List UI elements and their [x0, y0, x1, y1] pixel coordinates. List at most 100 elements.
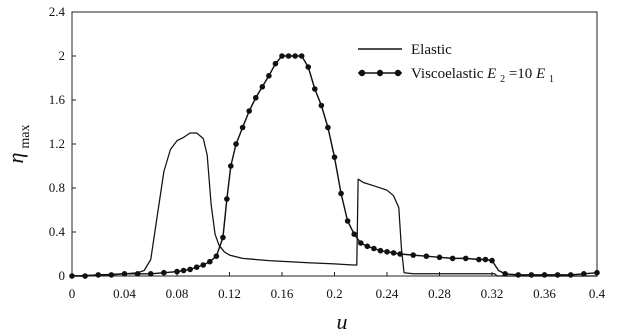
data-point-marker [515, 272, 522, 278]
x-tick-label: 0.16 [271, 286, 294, 301]
legend-label-elastic: Elastic [411, 42, 452, 58]
data-point-marker [462, 255, 469, 262]
legend-prefix: Viscoelastic [411, 66, 487, 82]
data-point-marker [312, 86, 318, 92]
data-point-marker [174, 268, 180, 275]
data-point-marker [134, 271, 141, 277]
y-tick-label: 0 [59, 268, 66, 283]
y-tick-label: 1.6 [49, 92, 66, 107]
data-point-marker [502, 271, 508, 277]
y-axis-label: η max [3, 124, 33, 163]
y-axis-label-main: η [3, 153, 28, 164]
x-tick-label: 0.36 [533, 286, 556, 301]
data-point-marker [292, 53, 298, 59]
data-point-marker [180, 267, 187, 274]
data-point-marker [266, 73, 272, 79]
data-point-marker [410, 252, 417, 258]
y-axis-label-sub: max [18, 124, 33, 148]
data-point-marker [200, 262, 207, 268]
data-point-marker [298, 53, 305, 59]
legend-sub-1: 1 [549, 74, 554, 85]
data-point-marker [213, 253, 220, 259]
plot-area [71, 11, 598, 277]
y-tick-label: 2.4 [49, 4, 66, 19]
x-tick-label: 0.04 [113, 286, 136, 301]
data-point-marker [252, 95, 259, 101]
y-tick-label: 0.4 [49, 224, 66, 239]
data-point-marker [594, 269, 600, 276]
data-point-marker [581, 271, 587, 277]
data-point-marker [423, 253, 430, 259]
legend-marker-right [394, 69, 402, 77]
x-tick-label: 0.4 [589, 286, 606, 301]
data-point-marker [224, 196, 230, 202]
data-point-marker [357, 240, 364, 246]
series-layer [69, 53, 600, 279]
data-point-marker [384, 249, 390, 255]
data-point-marker [331, 154, 338, 160]
data-point-marker [482, 256, 489, 263]
data-point-marker [436, 254, 443, 261]
data-point-marker [220, 234, 226, 241]
data-point-marker [207, 258, 213, 265]
data-point-marker [193, 264, 200, 271]
data-point-marker [82, 273, 88, 279]
data-point-marker [318, 102, 325, 109]
data-point-marker [187, 266, 193, 273]
data-point-marker [233, 141, 239, 147]
data-point-marker [228, 163, 234, 169]
data-point-marker [344, 218, 351, 224]
data-point-marker [147, 271, 154, 277]
data-point-marker [121, 271, 128, 277]
data-point-marker [377, 247, 384, 254]
data-point-marker [371, 245, 377, 252]
x-tick-label: 0.12 [218, 286, 241, 301]
legend-label-viscoelastic: Viscoelastic E 2 =10 E 1 [411, 66, 554, 86]
y-tick-label: 1.2 [49, 136, 65, 151]
data-point-marker [239, 124, 246, 131]
legend: Elastic Viscoelastic E 2 =10 E 1 [358, 42, 554, 86]
y-tick-label: 2 [59, 48, 66, 63]
data-point-marker [351, 231, 357, 237]
x-tick-label: 0.32 [481, 286, 504, 301]
data-point-marker [305, 64, 312, 70]
data-point-marker [476, 256, 482, 263]
x-tick-label: 0.24 [376, 286, 399, 301]
y-axis-ticks: 0 0.4 0.8 1.2 1.6 2 2.4 [49, 4, 76, 283]
x-tick-label: 0.08 [166, 286, 189, 301]
x-tick-label: 0.28 [428, 286, 451, 301]
data-point-marker [285, 53, 292, 59]
legend-e1: E [535, 66, 545, 82]
data-point-marker [397, 251, 403, 257]
y-tick-label: 0.8 [49, 180, 65, 195]
data-point-marker [279, 53, 285, 59]
legend-sub-2: 2 [500, 74, 505, 85]
data-point-marker [567, 272, 574, 278]
series-line-elastic [71, 132, 598, 277]
data-point-marker [272, 60, 279, 67]
data-point-marker [541, 272, 548, 278]
data-point-marker [554, 272, 561, 278]
x-tick-label: 0 [69, 286, 76, 301]
legend-marker-mid [376, 69, 384, 77]
legend-mid: =10 [509, 66, 532, 82]
data-point-marker [390, 250, 397, 256]
x-tick-label: 0.2 [326, 286, 342, 301]
data-point-marker [338, 190, 344, 197]
legend-marker-left [358, 69, 366, 77]
data-point-marker [161, 269, 167, 276]
legend-e2: E [486, 66, 496, 82]
data-point-marker [325, 124, 331, 131]
data-point-marker [108, 272, 115, 278]
data-point-marker [364, 243, 371, 250]
data-point-marker [69, 273, 75, 279]
data-point-marker [95, 272, 102, 278]
data-point-marker [528, 272, 535, 278]
data-point-marker [449, 255, 456, 262]
data-point-marker [489, 257, 495, 264]
legend-label-elastic-text: Elastic [411, 42, 452, 58]
data-point-marker [259, 84, 266, 90]
x-axis-label: u [337, 309, 348, 334]
data-point-marker [246, 108, 252, 114]
